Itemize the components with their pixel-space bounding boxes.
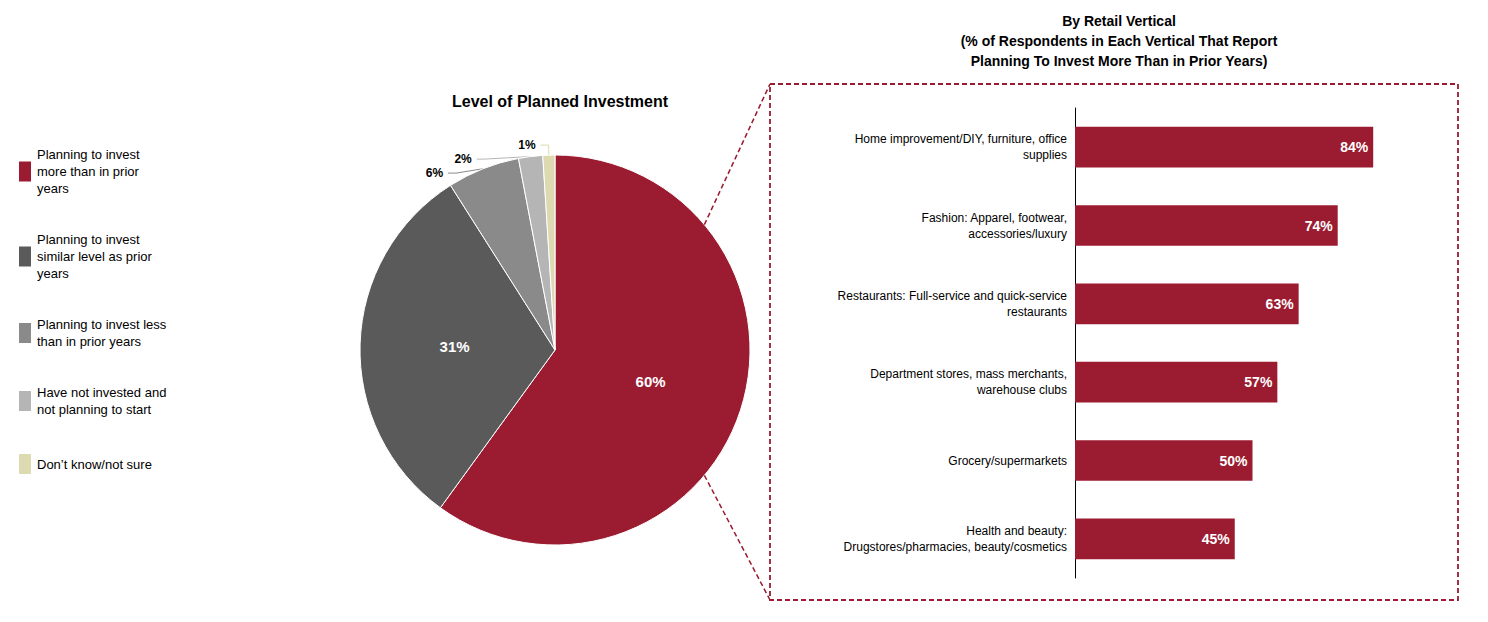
svg-text:45%: 45%: [1202, 531, 1231, 547]
svg-text:Home improvement/DIY, furnitur: Home improvement/DIY, furniture, office: [855, 132, 1068, 146]
svg-text:years: years: [37, 181, 69, 196]
svg-text:2%: 2%: [454, 152, 472, 166]
svg-text:accessories/luxury: accessories/luxury: [968, 227, 1067, 241]
svg-text:(% of Respondents in Each Vert: (% of Respondents in Each Vertical That …: [961, 33, 1278, 49]
svg-text:supplies: supplies: [1023, 148, 1067, 162]
svg-text:restaurants: restaurants: [1007, 305, 1067, 319]
svg-text:Fashion: Apparel, footwear,: Fashion: Apparel, footwear,: [922, 211, 1067, 225]
svg-text:warehouse clubs: warehouse clubs: [976, 383, 1067, 397]
svg-text:Planning to invest less: Planning to invest less: [37, 317, 167, 332]
svg-text:63%: 63%: [1266, 296, 1295, 312]
svg-text:Planning to invest: Planning to invest: [37, 232, 140, 247]
svg-text:years: years: [37, 266, 69, 281]
svg-text:Have not invested and: Have not invested and: [37, 385, 166, 400]
svg-text:Drugstores/pharmacies, beauty/: Drugstores/pharmacies, beauty/cosmetics: [844, 540, 1067, 554]
svg-text:Restaurants: Full-service and: Restaurants: Full-service and quick-serv…: [838, 289, 1068, 303]
svg-text:not planning to start: not planning to start: [37, 402, 152, 417]
svg-text:similar level as prior: similar level as prior: [37, 249, 153, 264]
svg-text:Planning to invest: Planning to invest: [37, 147, 140, 162]
svg-text:74%: 74%: [1305, 218, 1334, 234]
svg-text:6%: 6%: [426, 166, 444, 180]
svg-text:31%: 31%: [440, 338, 470, 355]
svg-text:Planning To Invest More Than i: Planning To Invest More Than in Prior Ye…: [971, 53, 1268, 69]
svg-text:Level of Planned Investment: Level of Planned Investment: [452, 93, 669, 110]
svg-text:Department stores, mass mercha: Department stores, mass merchants,: [870, 367, 1067, 381]
svg-text:Grocery/supermarkets: Grocery/supermarkets: [948, 454, 1067, 468]
svg-text:60%: 60%: [636, 373, 666, 390]
svg-text:1%: 1%: [518, 138, 536, 152]
svg-text:50%: 50%: [1219, 453, 1248, 469]
svg-text:Don’t know/not sure: Don’t know/not sure: [37, 457, 152, 472]
svg-text:57%: 57%: [1244, 374, 1273, 390]
svg-text:more than in prior: more than in prior: [37, 164, 140, 179]
svg-text:By Retail Vertical: By Retail Vertical: [1062, 13, 1176, 29]
svg-text:Health and beauty:: Health and beauty:: [966, 524, 1067, 538]
svg-text:84%: 84%: [1340, 139, 1369, 155]
svg-text:than in prior years: than in prior years: [37, 334, 142, 349]
